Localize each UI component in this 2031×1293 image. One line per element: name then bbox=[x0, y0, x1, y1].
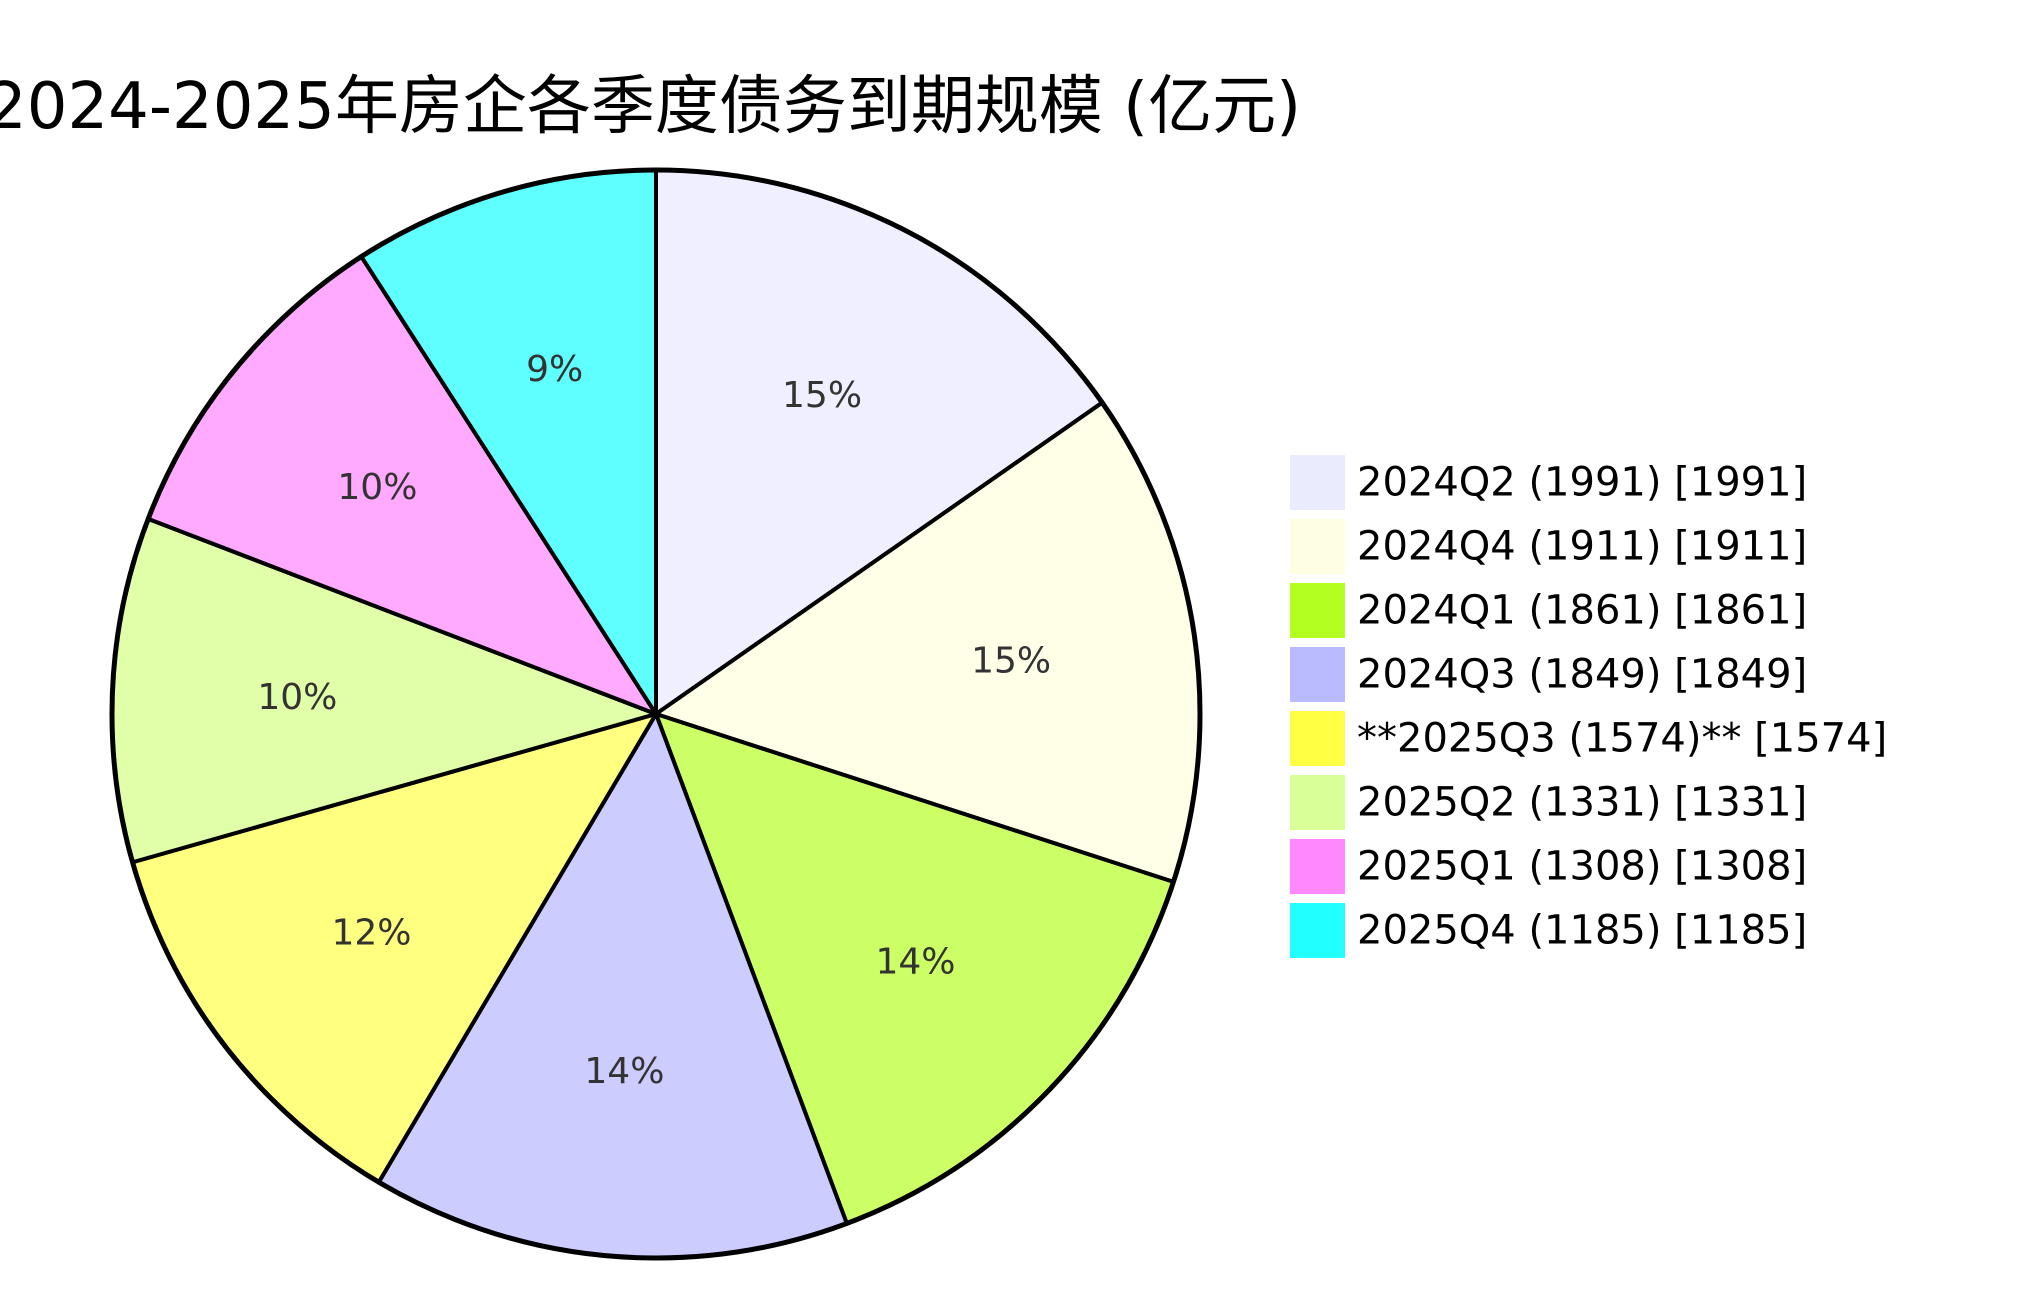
legend-label-4: **2025Q3 (1574)** [1574] bbox=[1357, 716, 1887, 762]
pie-slice-label-1: 15% bbox=[971, 641, 1051, 682]
pie-slice-labels: 15% 15% 14% 14% 12% 10% 10% 9% bbox=[257, 349, 1051, 1092]
legend-label-0: 2024Q2 (1991) [1991] bbox=[1357, 460, 1807, 506]
legend-label-6: 2025Q1 (1308) [1308] bbox=[1357, 844, 1807, 890]
legend-label-7: 2025Q4 (1185) [1185] bbox=[1357, 908, 1807, 954]
legend-swatch-0 bbox=[1290, 455, 1345, 510]
legend-swatch-4 bbox=[1290, 711, 1345, 766]
pie-slice-label-0: 15% bbox=[782, 375, 862, 416]
legend-swatch-6 bbox=[1290, 839, 1345, 894]
pie-slice-label-2: 14% bbox=[875, 942, 955, 983]
pie-slice-label-5: 10% bbox=[257, 677, 337, 718]
legend-swatch-7 bbox=[1290, 903, 1345, 958]
pie-slice-label-6: 10% bbox=[337, 467, 417, 508]
pie-slice-label-3: 14% bbox=[584, 1051, 664, 1092]
pie-outline bbox=[109, 167, 1203, 1261]
legend-label-2: 2024Q1 (1861) [1861] bbox=[1357, 588, 1807, 634]
legend: 2024Q2 (1991) [1991] 2024Q4 (1911) [1911]… bbox=[1290, 455, 1887, 958]
legend-swatch-5 bbox=[1290, 775, 1345, 830]
legend-swatch-3 bbox=[1290, 647, 1345, 702]
legend-swatch-2 bbox=[1290, 583, 1345, 638]
pie-slice-label-7: 9% bbox=[526, 349, 583, 390]
legend-label-3: 2024Q3 (1849) [1849] bbox=[1357, 652, 1807, 698]
pie-slice-label-4: 12% bbox=[331, 913, 411, 954]
chart-title: 2024-2025年房企各季度债务到期规模 (亿元) bbox=[0, 70, 1301, 144]
legend-label-5: 2025Q2 (1331) [1331] bbox=[1357, 780, 1807, 826]
legend-swatch-1 bbox=[1290, 519, 1345, 574]
legend-label-1: 2024Q4 (1911) [1911] bbox=[1357, 524, 1807, 570]
